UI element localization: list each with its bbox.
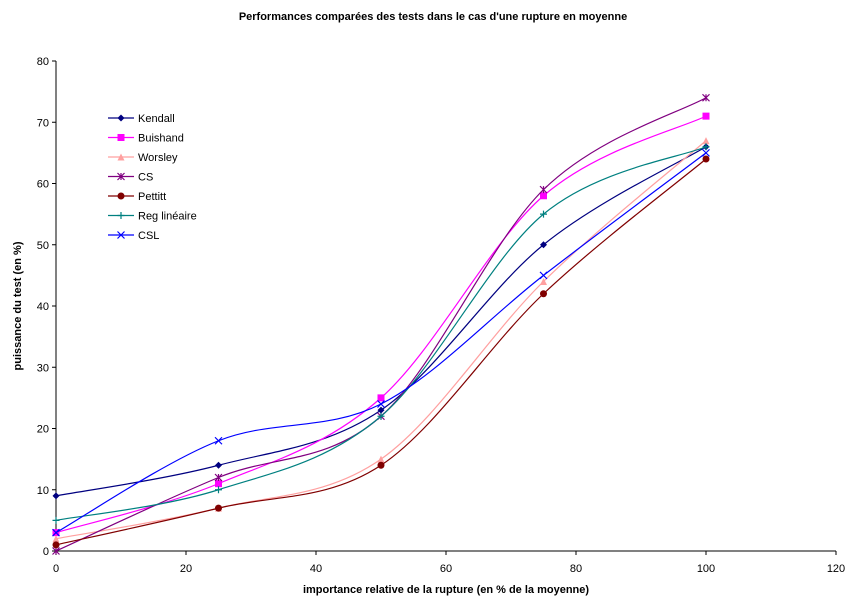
y-tick-label: 30 xyxy=(37,362,49,374)
series-line-worsley xyxy=(55,140,707,540)
legend-marker-csl xyxy=(117,231,125,239)
x-tick-label: 120 xyxy=(827,563,845,575)
data-point-buishand xyxy=(702,112,710,120)
data-point-reg-lin-aire xyxy=(215,486,222,494)
data-point-csl xyxy=(702,148,710,157)
data-point-buishand xyxy=(377,394,385,402)
data-point-csl xyxy=(214,436,223,445)
axes: 0 10 20 30 40 50 60 70 80 0 20 40 60 80 100 120 xyxy=(37,56,845,575)
data-point-cs xyxy=(702,93,710,102)
series-kendall xyxy=(52,143,710,500)
y-axis-label: puissance du test (en %) xyxy=(12,241,24,370)
series-pettitt xyxy=(52,155,710,549)
series-line-reg-lin-aire xyxy=(55,146,707,521)
x-tick-label: 60 xyxy=(440,563,452,575)
y-tick-label: 0 xyxy=(43,546,49,558)
data-point-cs xyxy=(539,185,548,194)
data-point-reg-lin-aire xyxy=(702,143,710,151)
legend-label-pettitt: Pettitt xyxy=(138,191,166,203)
legend-label-buishand: Buishand xyxy=(138,133,184,145)
data-point-reg-lin-aire xyxy=(377,412,385,420)
legend-marker-kendall xyxy=(117,114,125,122)
legend-marker-worsley xyxy=(117,153,125,161)
y-tick-label: 70 xyxy=(37,117,49,129)
y-tick-label: 20 xyxy=(37,424,49,436)
data-point-worsley xyxy=(377,455,385,463)
legend-label-cs: CS xyxy=(138,172,153,184)
data-point-worsley xyxy=(540,278,547,285)
x-tick-label: 0 xyxy=(53,563,59,575)
legend-label-csl: CSL xyxy=(138,230,159,242)
series-line-buishand xyxy=(55,115,707,534)
data-point-csl xyxy=(52,528,60,537)
data-point-cs xyxy=(52,547,60,555)
data-point-worsley xyxy=(52,535,60,543)
data-point-buishand xyxy=(215,480,222,488)
data-point-reg-lin-aire xyxy=(52,516,60,524)
x-tick-label: 100 xyxy=(697,563,715,575)
data-point-worsley xyxy=(702,137,710,145)
series-line-cs xyxy=(55,97,707,552)
data-point-pettitt xyxy=(52,541,60,549)
legend-marker-cs xyxy=(117,172,125,181)
legend: Kendall Buishand Worsley CS Pettitt Reg linéa… xyxy=(108,113,197,242)
legend-label-reg-lin-aire: Reg linéaire xyxy=(138,211,197,223)
data-point-cs xyxy=(214,473,223,482)
x-tick-label: 20 xyxy=(180,563,192,575)
legend-item-cs: CS xyxy=(108,172,153,184)
data-point-kendall xyxy=(215,461,222,469)
data-point-kendall xyxy=(52,492,60,500)
legend-marker-reg-lin-aire xyxy=(117,212,125,219)
data-point-buishand xyxy=(540,192,547,200)
legend-item-kendall: Kendall xyxy=(108,113,175,125)
x-axis-label: importance relative de la rupture (en % … xyxy=(303,584,589,596)
y-tick-label: 60 xyxy=(37,179,49,191)
legend-item-worsley: Worsley xyxy=(108,152,178,164)
series-csl xyxy=(52,148,710,537)
data-point-kendall xyxy=(540,241,547,249)
data-point-pettitt xyxy=(215,504,222,512)
legend-label-worsley: Worsley xyxy=(138,152,178,164)
legend-item-pettitt: Pettitt xyxy=(108,191,166,203)
legend-label-kendall: Kendall xyxy=(138,113,175,125)
chart-title: Performances comparées des tests dans le… xyxy=(239,11,627,23)
series-lines xyxy=(52,93,710,555)
data-point-reg-lin-aire xyxy=(540,210,547,218)
series-reg-lin-aire xyxy=(52,143,710,524)
data-point-kendall xyxy=(377,406,385,414)
data-point-pettitt xyxy=(540,290,547,298)
x-tick-label: 40 xyxy=(310,563,322,575)
legend-marker-pettitt xyxy=(117,192,125,200)
legend-item-buishand: Buishand xyxy=(108,133,184,145)
y-tick-label: 10 xyxy=(37,485,49,497)
legend-item-reg-lin-aire: Reg linéaire xyxy=(108,211,197,223)
legend-item-csl: CSL xyxy=(108,230,159,242)
legend-marker-buishand xyxy=(117,134,125,141)
series-line-pettitt xyxy=(55,158,707,546)
data-point-csl xyxy=(539,271,548,280)
x-tick-label: 80 xyxy=(570,563,582,575)
data-point-pettitt xyxy=(377,461,385,469)
series-line-kendall xyxy=(55,146,707,497)
y-tick-label: 80 xyxy=(37,56,49,68)
data-point-csl xyxy=(377,400,385,408)
y-tick-label: 50 xyxy=(37,240,49,252)
data-point-pettitt xyxy=(702,155,710,163)
y-tick-label: 40 xyxy=(37,301,49,313)
